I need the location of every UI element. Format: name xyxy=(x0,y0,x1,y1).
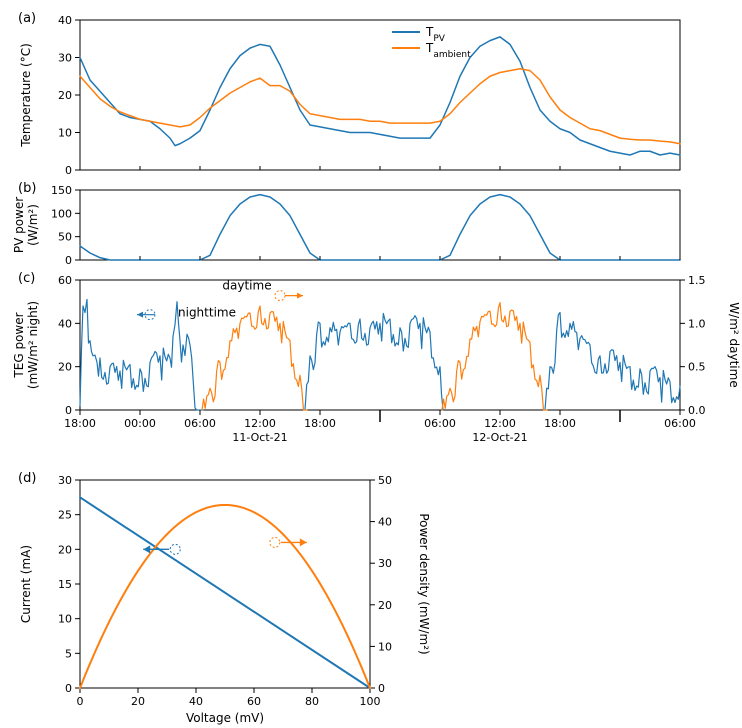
svg-text:11-Oct-21: 11-Oct-21 xyxy=(232,431,287,444)
svg-text:20: 20 xyxy=(131,695,145,708)
svg-text:10: 10 xyxy=(378,640,392,653)
figure-root: 0 10 20 30 40 Temperature (°C) (a) TPVTambient 0… xyxy=(0,0,742,728)
svg-text:0: 0 xyxy=(378,682,385,695)
svg-text:0.0: 0.0 xyxy=(688,404,706,417)
panel-a-legend: TPVTambient xyxy=(392,25,471,60)
svg-text:1.5: 1.5 xyxy=(688,274,706,287)
svg-text:10: 10 xyxy=(58,127,72,140)
svg-text:PV power: PV power xyxy=(12,197,26,253)
svg-text:daytime: daytime xyxy=(222,279,271,293)
svg-text:(W/m²): (W/m²) xyxy=(26,204,40,246)
svg-text:00:00: 00:00 xyxy=(124,417,156,430)
svg-text:30: 30 xyxy=(378,557,392,570)
svg-text:Tambient: Tambient xyxy=(425,41,471,60)
svg-text:0: 0 xyxy=(65,682,72,695)
svg-text:18:00: 18:00 xyxy=(64,417,96,430)
svg-text:100: 100 xyxy=(360,695,381,708)
svg-text:18:00: 18:00 xyxy=(544,417,576,430)
svg-text:12:00: 12:00 xyxy=(244,417,276,430)
svg-text:50: 50 xyxy=(378,474,392,487)
figure-svg: 0 10 20 30 40 Temperature (°C) (a) TPVTambient 0… xyxy=(0,0,742,728)
svg-text:W/m² daytime: W/m² daytime xyxy=(727,302,741,387)
svg-text:80: 80 xyxy=(305,695,319,708)
svg-text:5: 5 xyxy=(65,647,72,660)
svg-text:Current (mA): Current (mA) xyxy=(19,545,33,623)
svg-text:20: 20 xyxy=(58,89,72,102)
svg-text:20: 20 xyxy=(58,361,72,374)
svg-text:Voltage (mV): Voltage (mV) xyxy=(186,711,264,725)
svg-text:40: 40 xyxy=(58,317,72,330)
svg-text:60: 60 xyxy=(247,695,261,708)
svg-text:0: 0 xyxy=(65,164,72,177)
svg-text:20: 20 xyxy=(378,599,392,612)
svg-text:50: 50 xyxy=(58,231,72,244)
svg-text:Temperature (°C): Temperature (°C) xyxy=(19,43,33,148)
svg-text:12-Oct-21: 12-Oct-21 xyxy=(472,431,527,444)
svg-text:60: 60 xyxy=(58,274,72,287)
svg-text:0: 0 xyxy=(77,695,84,708)
svg-text:15: 15 xyxy=(58,578,72,591)
svg-text:Power density (mW/m²): Power density (mW/m²) xyxy=(417,513,431,654)
svg-text:06:00: 06:00 xyxy=(184,417,216,430)
svg-text:40: 40 xyxy=(58,14,72,27)
svg-text:10: 10 xyxy=(58,613,72,626)
svg-text:30: 30 xyxy=(58,52,72,65)
svg-text:0.5: 0.5 xyxy=(688,361,706,374)
svg-text:0: 0 xyxy=(65,404,72,417)
svg-text:(d): (d) xyxy=(18,471,36,486)
svg-text:06:00: 06:00 xyxy=(664,417,696,430)
svg-text:TEG power: TEG power xyxy=(12,312,26,378)
svg-text:(b): (b) xyxy=(18,181,36,196)
svg-text:(c): (c) xyxy=(18,271,35,286)
svg-text:40: 40 xyxy=(378,516,392,529)
svg-text:12:00: 12:00 xyxy=(484,417,516,430)
svg-text:150: 150 xyxy=(51,184,72,197)
svg-text:0: 0 xyxy=(65,254,72,267)
svg-text:20: 20 xyxy=(58,543,72,556)
svg-text:18:00: 18:00 xyxy=(304,417,336,430)
svg-text:40: 40 xyxy=(189,695,203,708)
svg-text:25: 25 xyxy=(58,509,72,522)
svg-text:06:00: 06:00 xyxy=(424,417,456,430)
svg-text:(a): (a) xyxy=(18,11,36,26)
svg-text:30: 30 xyxy=(58,474,72,487)
svg-text:1.0: 1.0 xyxy=(688,317,706,330)
svg-text:nighttime: nighttime xyxy=(178,306,236,320)
svg-text:100: 100 xyxy=(51,207,72,220)
svg-text:(mW/m² night): (mW/m² night) xyxy=(26,301,40,389)
